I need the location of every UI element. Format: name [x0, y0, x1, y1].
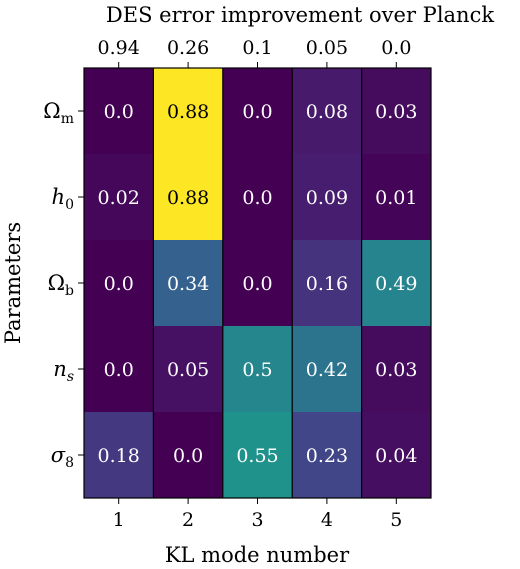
- cell-value-label: 0.55: [236, 445, 278, 467]
- top-axis-ticks: 0.94 0.26 0.1 0.05 0.0: [98, 37, 411, 68]
- top-tick-label: 0.05: [306, 37, 348, 59]
- column-borders: [152, 68, 363, 498]
- heatmap-cell: [153, 240, 224, 327]
- heatmap-cell: [222, 154, 293, 241]
- y-tick-label: Ωm: [43, 99, 74, 127]
- cell-value-label: 0.0: [242, 187, 272, 209]
- heatmap-cell: [153, 412, 224, 499]
- y-tick-label: σ8: [51, 443, 74, 471]
- heatmap-cell: [84, 412, 154, 499]
- heatmap-cell: [153, 154, 224, 241]
- x-tick-label: 5: [390, 509, 402, 531]
- cell-value-label: 0.09: [306, 187, 348, 209]
- heatmap-cell: [361, 154, 432, 241]
- heatmap-cell: [292, 154, 363, 241]
- cell-value-label: 0.03: [375, 359, 417, 381]
- heatmap-cell: [292, 68, 363, 155]
- heatmap-cell: [84, 240, 154, 327]
- x-tick-label: 1: [113, 509, 125, 531]
- cell-value-label: 0.0: [104, 359, 134, 381]
- cell-value-label: 0.03: [375, 101, 417, 123]
- x-tick-label: 4: [321, 509, 333, 531]
- cell-value-label: 0.05: [167, 359, 209, 381]
- x-tick-label: 3: [251, 509, 263, 531]
- heatmap-cell: [153, 68, 224, 155]
- heatmap-cell: [361, 326, 432, 413]
- cell-value-label: 0.0: [104, 273, 134, 295]
- chart-title: DES error improvement over Planck: [106, 3, 494, 27]
- cell-value-label: 0.01: [375, 187, 417, 209]
- cell-value-labels: 0.0 0.88 0.0 0.08 0.03 0.02 0.88 0.0 0.09 0.01 0.0…: [98, 101, 418, 467]
- cell-value-label: 0.88: [167, 187, 209, 209]
- heatmap-cell: [222, 326, 293, 413]
- cell-value-label: 0.49: [375, 273, 417, 295]
- cell-value-label: 0.04: [375, 445, 417, 467]
- heatmap-cell: [361, 68, 432, 155]
- heatmap-cell: [222, 240, 293, 327]
- y-axis-ticks: Ωm h0 Ωb ns σ8: [43, 99, 84, 471]
- heatmap-cell: [361, 240, 432, 327]
- heatmap-cell: [292, 240, 363, 327]
- top-tick-label: 0.26: [167, 37, 209, 59]
- y-tick-label: ns: [53, 357, 74, 385]
- top-tick-label: 0.94: [98, 37, 140, 59]
- heatmap-cell: [292, 326, 363, 413]
- top-tick-label: 0.0: [381, 37, 411, 59]
- x-axis-label: KL mode number: [165, 543, 350, 567]
- y-axis-label: Parameters: [1, 222, 25, 344]
- cell-value-label: 0.5: [242, 359, 272, 381]
- heatmap-cell: [292, 412, 363, 499]
- cell-value-label: 0.0: [104, 101, 134, 123]
- cell-value-label: 0.42: [306, 359, 348, 381]
- x-axis-ticks: 1 2 3 4 5: [113, 498, 402, 531]
- y-tick-label: h0: [52, 185, 74, 213]
- cell-value-label: 0.02: [98, 187, 140, 209]
- cell-value-label: 0.18: [98, 445, 140, 467]
- cell-value-label: 0.16: [306, 273, 348, 295]
- cell-value-label: 0.0: [242, 273, 272, 295]
- x-tick-label: 2: [182, 509, 194, 531]
- cell-value-label: 0.0: [242, 101, 272, 123]
- heatmap-cell: [84, 68, 154, 155]
- heatmap-cell: [361, 412, 432, 499]
- heatmap-cell: [84, 326, 154, 413]
- heatmap-cells: [84, 68, 432, 499]
- heatmap-cell: [153, 326, 224, 413]
- y-tick-label: Ωb: [48, 271, 74, 299]
- cell-value-label: 0.88: [167, 101, 209, 123]
- cell-value-label: 0.34: [167, 273, 209, 295]
- heatmap-cell: [222, 412, 293, 499]
- top-tick-label: 0.1: [242, 37, 272, 59]
- cell-value-label: 0.08: [306, 101, 348, 123]
- heatmap-cell: [222, 68, 293, 155]
- heatmap-cell: [84, 154, 154, 241]
- cell-value-label: 0.0: [173, 445, 203, 467]
- cell-value-label: 0.23: [306, 445, 348, 467]
